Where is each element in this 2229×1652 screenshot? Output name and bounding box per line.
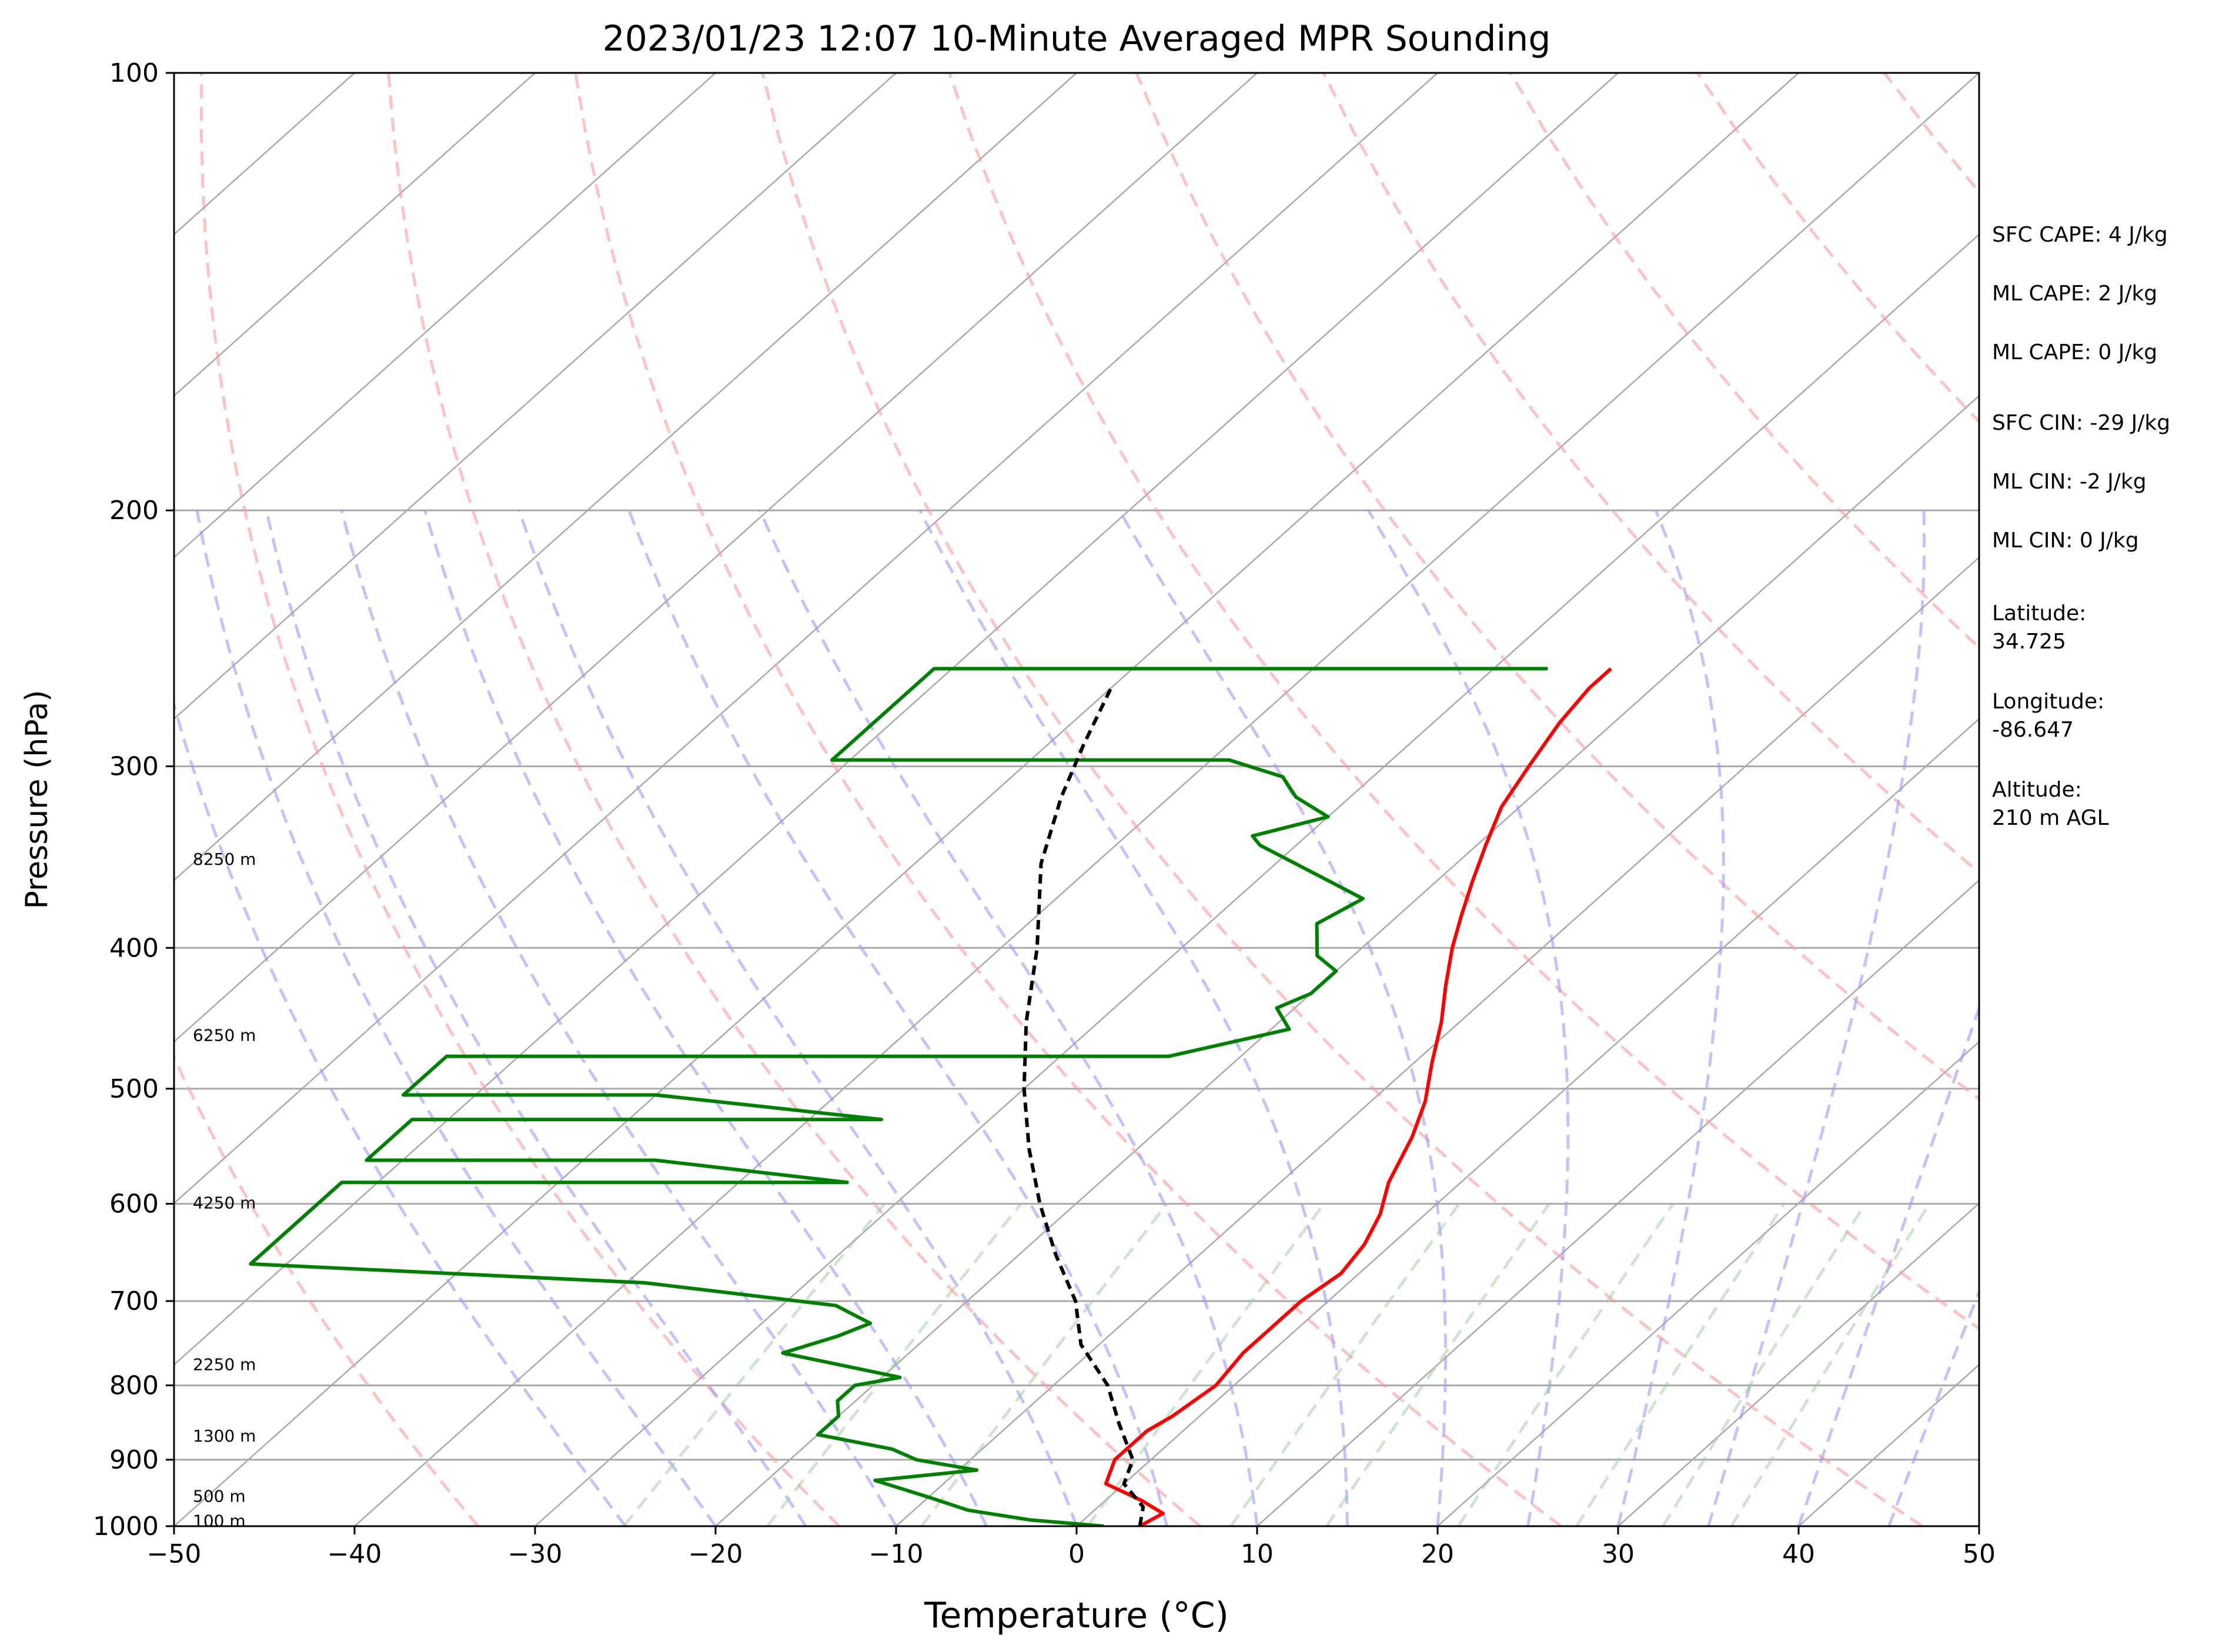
moist-adiabat-line [265,510,807,1526]
isotherm-line [174,73,1799,1526]
moist-adiabat-line [1887,1288,1979,1526]
moist-adiabat-line [1616,510,1725,1526]
x-tick-label: 0 [1068,1539,1085,1569]
altitude-readout: Altitude: 210 m AGL [1992,778,2109,830]
x-tick-label: 30 [1602,1539,1635,1569]
y-tick-label: 200 [109,496,159,526]
x-tick-label: 10 [1241,1539,1274,1569]
dry-adiabat-line [574,73,1562,1526]
sfc-cin-readout: SFC CIN: -29 J/kg [1992,411,2171,435]
moist-adiabat-line [758,510,1259,1526]
sounding-series [249,667,1612,1526]
height-label: 1300 m [193,1426,256,1446]
background-reference-lines [174,73,1979,1526]
height-labels: 100 m 500 m 1300 m 2250 m 4250 m 6250 m 8250 m [193,850,256,1531]
x-tick-label: 40 [1782,1539,1815,1569]
moist-adiabat-line [423,510,988,1526]
moist-adiabat-line [1707,510,1926,1526]
isotherm-line [174,73,897,720]
height-label: 6250 m [193,1025,256,1045]
ml-cin-readout-2: ML CIN: 0 J/kg [1992,529,2139,553]
height-label: 8250 m [193,850,256,869]
isotherm-line [174,73,1258,1043]
dewpoint-profile [249,667,1548,1526]
y-tick-label: 700 [109,1286,159,1316]
moist-adiabat-line [1367,509,1570,1526]
isotherm-line [715,394,1979,1526]
moist-adiabat-line [174,699,627,1526]
mixing-ratio-line [1662,1203,1867,1526]
isotherm-line [534,233,1979,1526]
temperature-profile [1104,667,1612,1526]
height-label: 500 m [193,1487,246,1506]
isotherm-line [174,73,1077,882]
x-axis-ticks: −50 −40 −30 −20 −10 0 10 20 30 40 50 [147,1526,1996,1569]
y-tick-label: 500 [109,1074,159,1104]
height-label: 100 m [193,1511,246,1530]
isotherm-line [1256,879,1979,1526]
mixing-ratio-line [920,1203,1168,1526]
latitude-readout: Latitude: 34.725 [1992,601,2087,654]
y-tick-label: 400 [109,933,159,963]
moist-adiabat-line [627,510,1168,1526]
x-tick-label: −10 [869,1539,924,1569]
x-tick-label: −20 [689,1539,743,1569]
isotherm-line [1076,717,1979,1526]
dry-adiabat-line [387,73,1201,1526]
height-label: 2250 m [193,1355,256,1374]
isotherm-line [174,73,536,397]
y-tick-label: 900 [109,1445,159,1475]
mixing-ratio-line [1457,1203,1675,1526]
y-axis-ticks: 1000 900 800 700 600 500 400 300 200 100 [93,58,174,1541]
moist-adiabat-line [195,510,717,1526]
x-tick-label: −40 [328,1539,382,1569]
mixing-ratio-line [1575,1203,1786,1526]
mixing-ratio-line [1730,1203,1931,1526]
mixing-ratio-line [1229,1203,1461,1526]
moist-adiabat-line [517,510,1078,1526]
isotherm-line [174,73,716,559]
moist-adiabat-line [1797,1004,1979,1526]
dry-adiabat-line [199,73,841,1526]
longitude-readout: Longitude: -86.647 [1992,690,2105,742]
y-axis-label: Pressure (hPa) [19,690,55,909]
mixing-ratio-line [622,1203,886,1526]
x-tick-label: 20 [1421,1539,1454,1569]
y-tick-label: 300 [109,751,159,781]
parcel-profile [1022,687,1145,1526]
isotherm-line [174,73,1438,1205]
dry-adiabat-line [761,73,1923,1526]
y-tick-label: 600 [109,1189,159,1219]
sfc-cape-readout: SFC CAPE: 4 J/kg [1992,223,2168,247]
x-tick-label: −30 [508,1539,563,1569]
x-tick-label: 50 [1963,1539,1996,1569]
ml-cin-readout: ML CIN: -2 J/kg [1992,470,2147,494]
dry-adiabat-line [174,1054,480,1526]
mixing-ratio-line [766,1203,1022,1526]
mixing-ratio-line [1086,1203,1325,1526]
dry-adiabat-line [1322,73,1979,875]
isotherm-line [1618,1202,1979,1526]
x-axis-label: Temperature (°C) [924,1595,1229,1636]
moist-adiabat-line [340,510,898,1526]
ml-cape-readout: ML CAPE: 2 J/kg [1992,282,2158,306]
isotherm-line [174,73,1619,1366]
dry-adiabat-line [948,73,1979,1330]
height-label: 4250 m [193,1193,256,1213]
chart-title: 2023/01/23 12:07 10-Minute Averaged MPR … [603,18,1551,59]
isotherm-line [895,556,1979,1526]
y-tick-label: 1000 [93,1511,159,1541]
x-tick-label: −50 [147,1539,202,1569]
moist-adiabat-line [1118,509,1447,1526]
ml-cape-readout-2: ML CAPE: 0 J/kg [1992,340,2158,364]
isotherm-line [354,73,1979,1526]
y-tick-label: 800 [109,1370,159,1400]
moist-adiabat-line [918,509,1349,1526]
mixing-ratio-line [1325,1203,1551,1526]
isotherm-line [1437,1041,1979,1526]
y-tick-label: 100 [109,58,159,88]
